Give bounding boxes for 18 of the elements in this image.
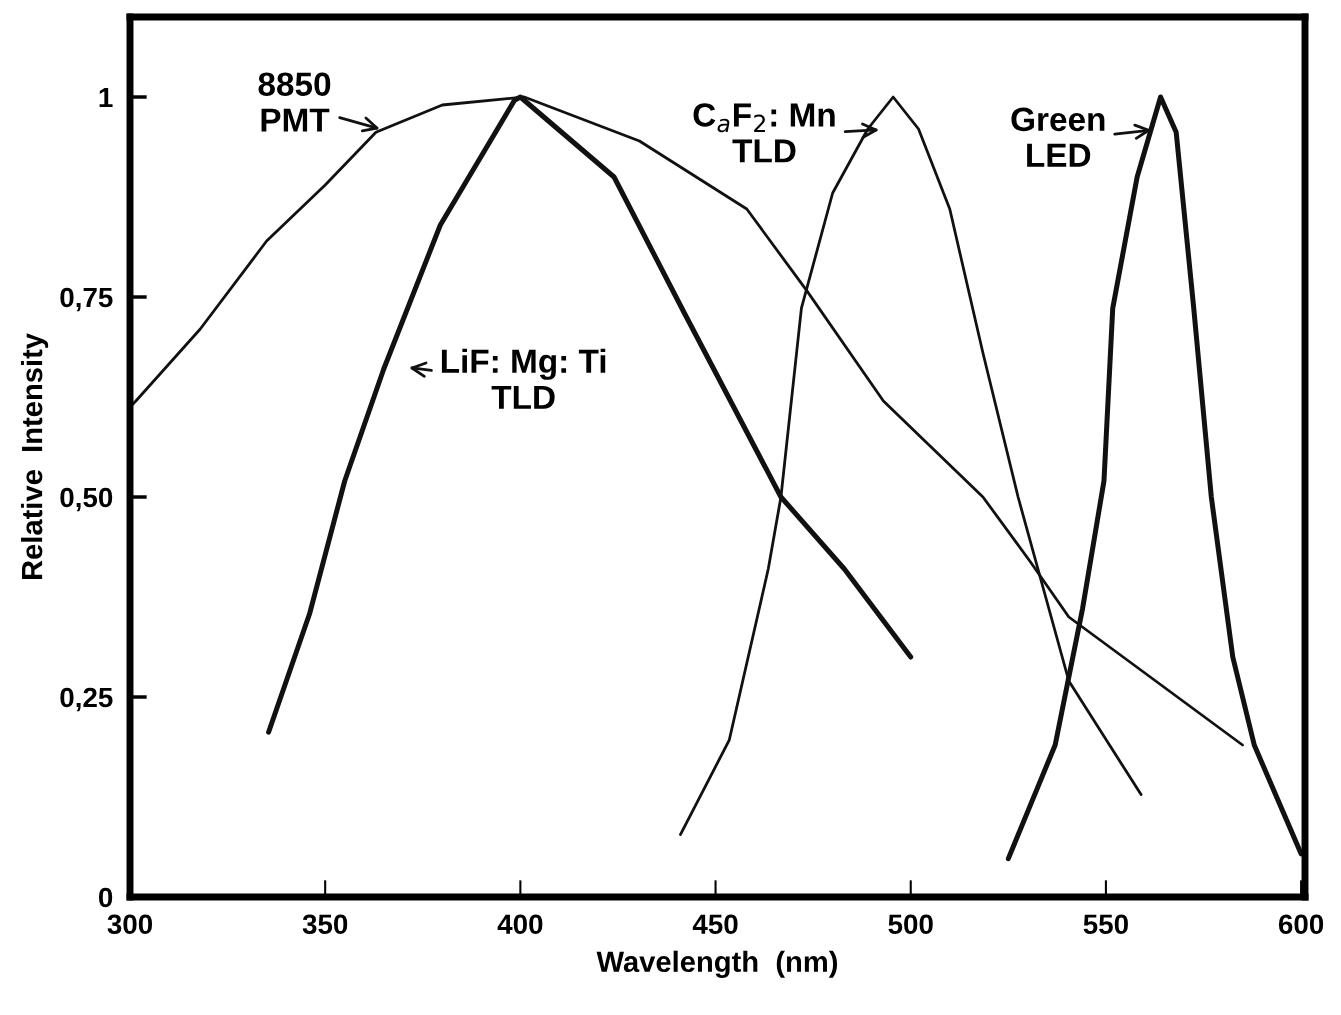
annotation: LiF: Mg: Ti TLD [441,348,606,409]
x-tick-label: 500 [888,914,933,935]
y-tick-label: 0 [98,887,113,908]
x-tick-label: 300 [107,914,153,935]
x-axis-title: Wavelength (nm) [596,950,838,978]
annotation: 8850 PMT [258,72,331,132]
annotation: C$_{a}$F$_{2}$: Mn TLD [693,103,835,163]
x-tick-label: 400 [497,914,543,935]
y-tick-label: 0,75 [60,287,113,312]
y-tick-label: 1 [99,87,113,108]
y-tick-label: 0,25 [60,687,113,712]
y-axis-title: Relative Intensity [20,333,49,580]
y-tick-label: 0,50 [60,487,113,512]
x-tick-label: 450 [692,914,738,935]
x-tick-label: 350 [302,914,348,935]
x-tick-label: 550 [1083,914,1128,935]
annotation: Green LED [1011,107,1105,167]
x-tick-label: 600 [1278,914,1324,935]
